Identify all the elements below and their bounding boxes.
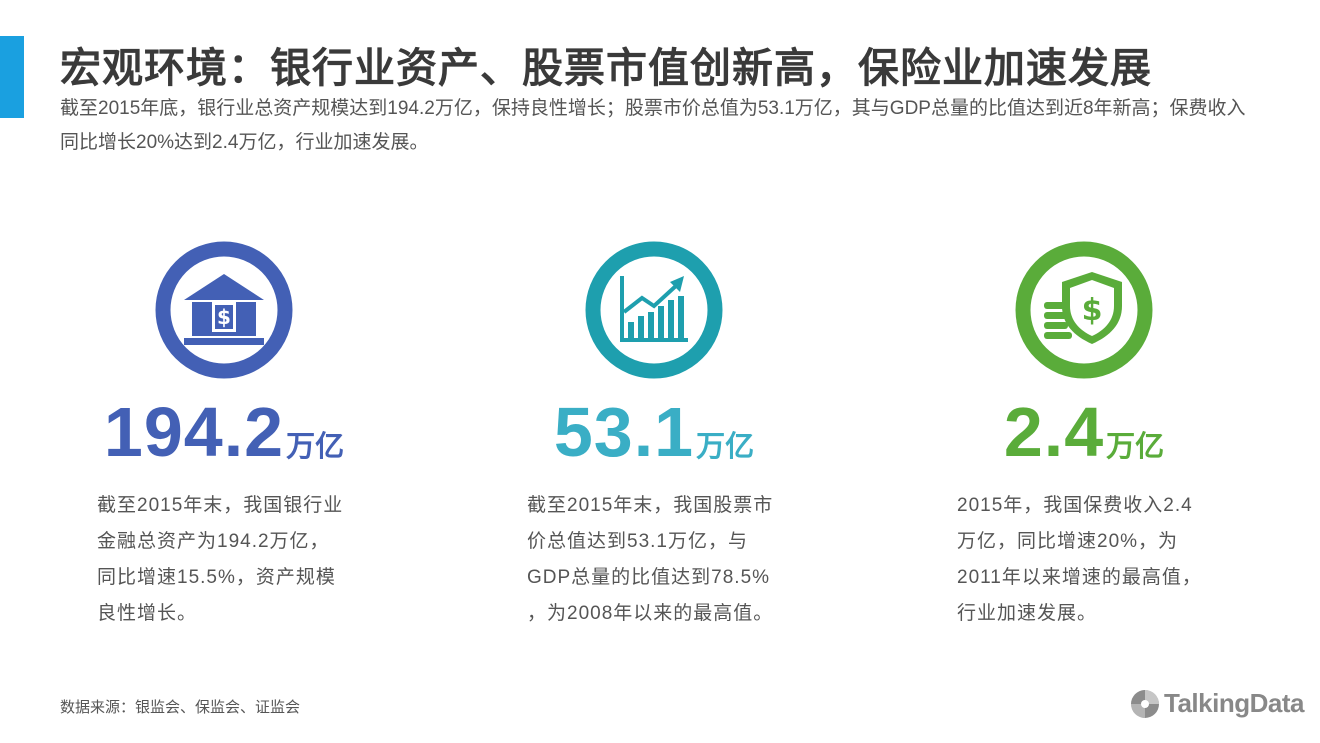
stock-value-unit: 万亿 (696, 431, 755, 463)
bank-assets-description: 截至2015年末，我国银行业 金融总资产为194.2万亿， 同比增速15.5%，… (97, 495, 344, 624)
page-summary: 截至2015年底，银行业总资产规模达到194.2万亿，保持良性增长；股票市价总值… (60, 98, 1246, 153)
stock-value-stat: 53.1万亿 (527, 392, 781, 472)
insurance-premium-description: 2015年，我国保费收入2.4 万亿，同比增速20%，为 2011年以来增速的最… (957, 495, 1202, 624)
talkingdata-logo: TalkingData (1130, 688, 1304, 719)
insurance-premium-unit: 万亿 (1106, 431, 1165, 463)
svg-text:$: $ (217, 305, 231, 329)
page-title: 宏观环境：银行业资产、股票市值创新高，保险业加速发展 (60, 45, 1152, 91)
bank-assets-value: 194.2 (103, 393, 285, 471)
data-source-note: 数据来源：银监会、保监会、证监会 (60, 699, 301, 716)
shield-coins-icon: $ (1014, 240, 1154, 380)
bank-assets-stat: 194.2万亿 (97, 392, 351, 472)
stock-value-value: 53.1 (553, 393, 695, 471)
insurance-premium-stat: 2.4万亿 (957, 392, 1211, 472)
bank-dollar-icon: $ (154, 240, 294, 380)
title-accent-bar (0, 36, 24, 118)
stock-value-description: 截至2015年末，我国股票市 价总值达到53.1万亿，与 GDP总量的比值达到7… (527, 495, 774, 624)
insurance-premium-value: 2.4 (1003, 393, 1105, 471)
svg-text:$: $ (1082, 293, 1103, 328)
growth-chart-icon (584, 240, 724, 380)
bank-assets-unit: 万亿 (286, 431, 345, 463)
talkingdata-logo-icon (1131, 689, 1159, 718)
logo-text: TalkingData (1164, 688, 1304, 718)
